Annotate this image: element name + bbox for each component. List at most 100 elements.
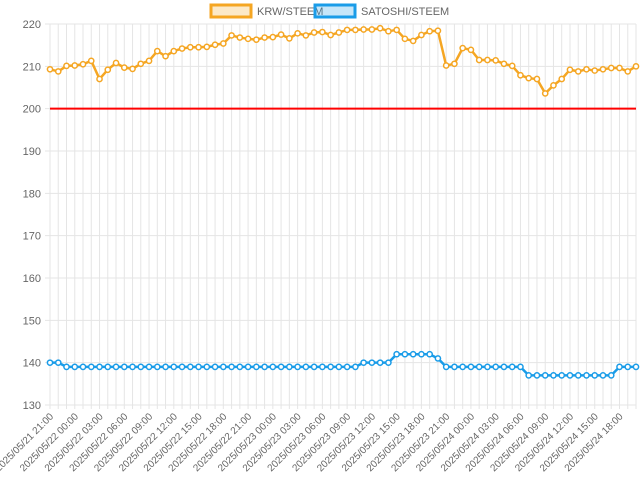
data-point-krw[interactable] [153,47,161,55]
data-point-satoshi[interactable] [467,363,475,371]
data-point-krw[interactable] [252,36,260,44]
data-point-krw[interactable] [624,68,632,75]
data-point-krw[interactable] [178,45,186,52]
data-point-satoshi[interactable] [583,372,590,379]
data-point-krw[interactable] [591,67,599,74]
data-point-satoshi[interactable] [434,355,442,362]
data-point-krw[interactable] [195,43,202,51]
data-point-satoshi[interactable] [302,363,310,371]
data-point-krw[interactable] [79,60,87,68]
data-point-satoshi[interactable] [87,363,95,371]
data-point-satoshi[interactable] [550,372,557,379]
data-point-krw[interactable] [335,29,343,36]
data-point-krw[interactable] [442,62,450,69]
data-point-satoshi[interactable] [137,363,145,371]
data-point-satoshi[interactable] [574,372,582,379]
data-point-satoshi[interactable] [517,363,524,371]
data-point-satoshi[interactable] [360,359,367,367]
data-point-satoshi[interactable] [310,363,318,371]
data-point-satoshi[interactable] [236,363,244,371]
data-point-krw[interactable] [550,82,557,89]
data-point-satoshi[interactable] [153,363,161,371]
data-point-satoshi[interactable] [401,350,409,358]
data-point-krw[interactable] [244,35,252,43]
data-point-krw[interactable] [269,33,277,41]
data-point-krw[interactable] [434,27,442,35]
data-point-satoshi[interactable] [426,350,434,358]
data-point-krw[interactable] [459,44,467,52]
data-point-krw[interactable] [409,37,417,45]
data-point-krw[interactable] [517,71,524,79]
data-point-krw[interactable] [541,90,549,97]
data-point-krw[interactable] [525,74,533,82]
data-point-satoshi[interactable] [71,363,79,371]
data-point-satoshi[interactable] [178,363,186,371]
data-point-krw[interactable] [393,26,400,34]
data-point-krw[interactable] [343,26,351,34]
data-point-satoshi[interactable] [54,359,62,367]
data-point-krw[interactable] [286,35,293,42]
data-point-satoshi[interactable] [195,363,202,371]
data-point-satoshi[interactable] [261,363,268,371]
data-point-satoshi[interactable] [418,350,425,358]
data-point-satoshi[interactable] [170,363,178,371]
data-point-satoshi[interactable] [319,363,326,371]
data-point-satoshi[interactable] [607,372,615,379]
data-point-krw[interactable] [112,59,120,67]
data-point-satoshi[interactable] [343,363,351,371]
data-point-satoshi[interactable] [632,363,640,371]
data-point-krw[interactable] [368,26,376,33]
data-point-satoshi[interactable] [442,363,450,371]
data-point-satoshi[interactable] [79,363,87,371]
data-point-krw[interactable] [475,56,483,64]
data-point-krw[interactable] [96,75,103,83]
data-point-satoshi[interactable] [508,363,516,371]
data-point-satoshi[interactable] [252,363,260,371]
data-point-krw[interactable] [302,32,310,39]
data-point-krw[interactable] [574,68,582,75]
data-point-satoshi[interactable] [162,363,169,371]
data-point-krw[interactable] [277,31,285,38]
data-point-krw[interactable] [104,66,112,74]
data-point-krw[interactable] [87,57,95,65]
data-point-krw[interactable] [558,75,566,83]
data-point-krw[interactable] [129,65,136,73]
data-point-satoshi[interactable] [186,363,194,371]
data-point-krw[interactable] [294,29,301,37]
data-point-satoshi[interactable] [286,363,293,371]
legend-label-satoshi[interactable]: SATOSHI/STEEM [361,6,449,18]
data-point-satoshi[interactable] [244,363,252,371]
data-point-krw[interactable] [426,27,434,35]
data-point-krw[interactable] [352,26,359,34]
data-point-krw[interactable] [360,26,367,33]
data-point-satoshi[interactable] [616,363,623,371]
data-point-krw[interactable] [327,31,334,39]
data-point-satoshi[interactable] [451,363,458,371]
data-point-satoshi[interactable] [219,363,227,371]
data-point-krw[interactable] [616,64,623,72]
data-point-satoshi[interactable] [385,359,392,367]
data-point-krw[interactable] [120,64,128,71]
data-point-satoshi[interactable] [459,363,467,371]
data-point-satoshi[interactable] [475,363,483,371]
data-point-satoshi[interactable] [46,359,54,367]
data-point-satoshi[interactable] [120,363,128,371]
data-point-krw[interactable] [492,57,500,64]
data-point-krw[interactable] [71,62,79,69]
data-point-satoshi[interactable] [203,363,211,371]
data-point-satoshi[interactable] [211,363,219,371]
data-point-satoshi[interactable] [393,350,400,358]
data-point-krw[interactable] [583,65,590,73]
data-point-satoshi[interactable] [112,363,120,371]
data-point-krw[interactable] [63,62,70,70]
data-point-satoshi[interactable] [269,363,277,371]
data-point-satoshi[interactable] [129,363,136,371]
legend-swatch-krw[interactable] [209,3,253,19]
data-point-krw[interactable] [261,34,268,41]
data-point-satoshi[interactable] [145,363,153,371]
data-point-satoshi[interactable] [492,363,500,371]
data-point-satoshi[interactable] [63,363,70,371]
data-point-krw[interactable] [236,34,244,41]
data-point-krw[interactable] [385,27,392,35]
data-point-krw[interactable] [467,46,475,54]
